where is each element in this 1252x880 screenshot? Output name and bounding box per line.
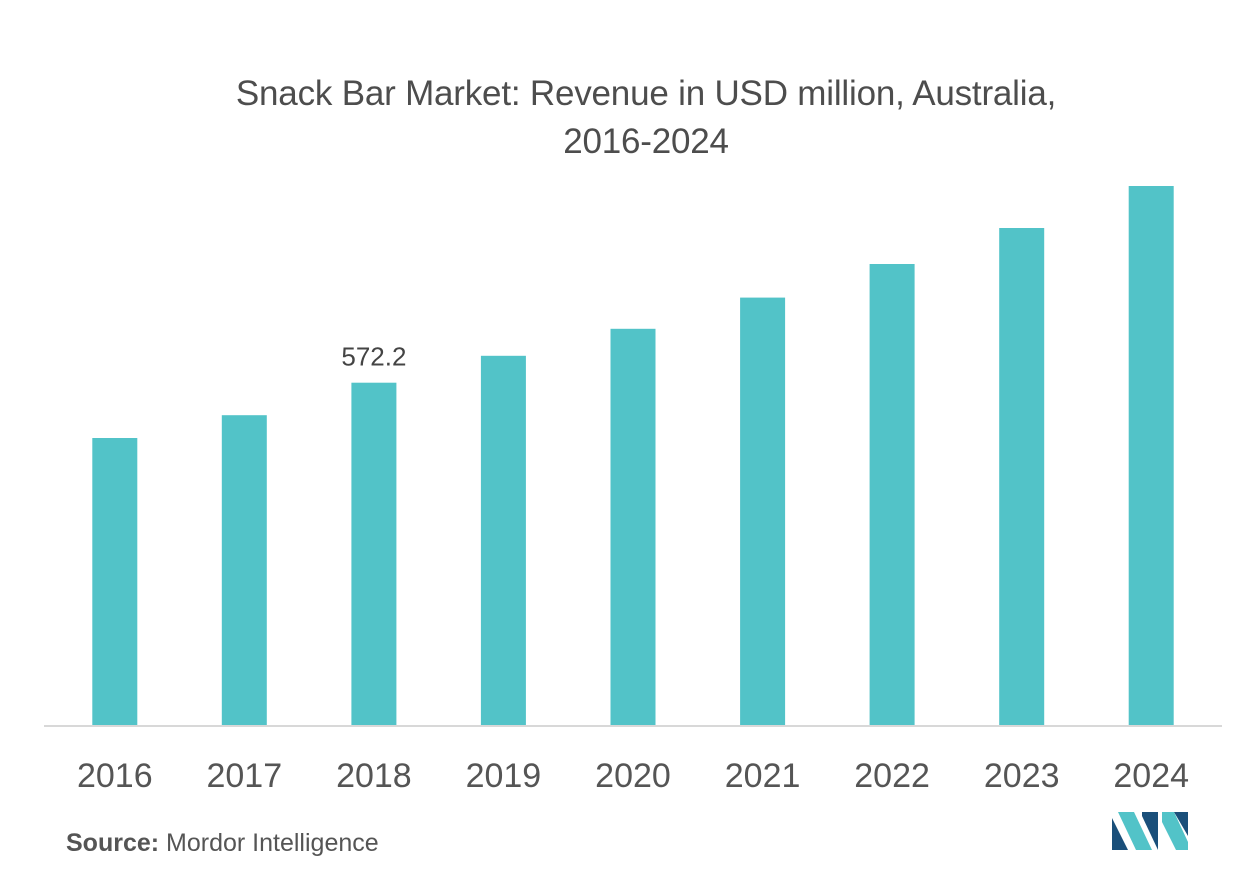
x-tick-label-2022: 2022 bbox=[854, 757, 930, 795]
bar-2024 bbox=[1128, 186, 1174, 726]
x-tick-label-2018: 2018 bbox=[336, 757, 412, 795]
bars-group bbox=[92, 186, 1174, 726]
bar-2022 bbox=[869, 264, 915, 726]
x-tick-label-2019: 2019 bbox=[466, 757, 542, 795]
x-tick-label-2017: 2017 bbox=[206, 757, 282, 795]
bar-2016 bbox=[92, 438, 138, 726]
data-labels: 572.2 bbox=[341, 342, 406, 372]
x-tick-label-2021: 2021 bbox=[725, 757, 801, 795]
chart-title-line-1: Snack Bar Market: Revenue in USD million… bbox=[235, 74, 1057, 113]
chart-title-line-2: 2016-2024 bbox=[563, 122, 729, 161]
x-tick-labels: 2016 2017 2018 2019 2020 2021 2022 2023 2024 bbox=[77, 757, 1189, 795]
bar-2021 bbox=[740, 297, 786, 726]
data-label-2018: 572.2 bbox=[341, 342, 406, 372]
chart-title: Snack Bar Market: Revenue in USD million… bbox=[0, 70, 1252, 166]
source-text: Mordor Intelligence bbox=[166, 829, 379, 857]
bar-2018 bbox=[351, 382, 397, 726]
bar-2020 bbox=[610, 328, 656, 726]
x-tick-label-2024: 2024 bbox=[1113, 757, 1189, 795]
source-label: Source: bbox=[66, 829, 160, 857]
bar-2023 bbox=[999, 228, 1045, 726]
bar-2019 bbox=[480, 355, 526, 726]
bar-2017 bbox=[221, 415, 267, 726]
x-tick-label-2020: 2020 bbox=[595, 757, 671, 795]
x-tick-label-2023: 2023 bbox=[984, 757, 1060, 795]
mordor-intelligence-logo-icon bbox=[1112, 812, 1188, 850]
x-tick-label-2016: 2016 bbox=[77, 757, 153, 795]
source-note: Source: Mordor Intelligence bbox=[66, 829, 379, 858]
